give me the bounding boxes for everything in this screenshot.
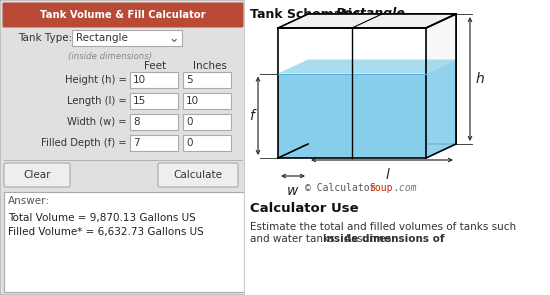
Text: Tank Type:: Tank Type: (18, 33, 72, 43)
Text: Tank Volume & Fill Calculator: Tank Volume & Fill Calculator (40, 10, 206, 20)
Text: (inside dimensions): (inside dimensions) (68, 53, 152, 61)
Text: Calculator Use: Calculator Use (250, 202, 359, 215)
Text: h: h (476, 72, 485, 86)
Polygon shape (426, 14, 456, 73)
Text: 0: 0 (186, 117, 192, 127)
FancyBboxPatch shape (130, 93, 178, 109)
Text: Calculate: Calculate (173, 170, 223, 180)
Text: Rectangle: Rectangle (336, 7, 406, 20)
FancyBboxPatch shape (130, 72, 178, 88)
Text: .com: .com (393, 183, 416, 193)
FancyBboxPatch shape (244, 0, 550, 295)
Text: Soup: Soup (369, 183, 393, 193)
Text: Width (w) =: Width (w) = (67, 117, 127, 127)
Text: ⌄: ⌄ (169, 32, 179, 45)
Polygon shape (278, 28, 426, 73)
Text: 8: 8 (133, 117, 140, 127)
Text: w: w (287, 184, 299, 198)
Text: Height (h) =: Height (h) = (65, 75, 127, 85)
Text: f: f (249, 109, 254, 123)
FancyBboxPatch shape (183, 93, 231, 109)
Text: Inches: Inches (193, 61, 227, 71)
FancyBboxPatch shape (4, 192, 244, 292)
Text: Clear: Clear (23, 170, 51, 180)
Text: Estimate the total and filled volumes of tanks such: Estimate the total and filled volumes of… (250, 222, 516, 232)
Text: 0: 0 (186, 138, 192, 148)
FancyBboxPatch shape (158, 163, 238, 187)
FancyBboxPatch shape (72, 30, 182, 46)
Text: Tank Schematic:: Tank Schematic: (250, 7, 369, 20)
Text: Total Volume = 9,870.13 Gallons US: Total Volume = 9,870.13 Gallons US (8, 213, 196, 223)
Text: l: l (385, 168, 389, 182)
Polygon shape (278, 60, 456, 73)
Polygon shape (426, 60, 456, 158)
Text: Length (l) =: Length (l) = (67, 96, 127, 106)
FancyBboxPatch shape (130, 135, 178, 151)
FancyBboxPatch shape (4, 163, 70, 187)
Text: © Calculator: © Calculator (305, 183, 376, 193)
Polygon shape (278, 14, 456, 28)
Text: Filled Depth (f) =: Filled Depth (f) = (41, 138, 127, 148)
Text: and water tanks.  Assumes: and water tanks. Assumes (250, 234, 394, 244)
FancyBboxPatch shape (183, 72, 231, 88)
FancyBboxPatch shape (183, 114, 231, 130)
FancyBboxPatch shape (3, 2, 244, 27)
Text: 7: 7 (133, 138, 140, 148)
Text: Answer:: Answer: (8, 196, 50, 206)
FancyBboxPatch shape (0, 0, 246, 295)
Text: inside dimensions of: inside dimensions of (323, 234, 444, 244)
Text: Feet: Feet (144, 61, 166, 71)
Polygon shape (278, 73, 426, 158)
FancyBboxPatch shape (130, 114, 178, 130)
Text: Rectangle: Rectangle (76, 33, 128, 43)
Text: Filled Volume* = 6,632.73 Gallons US: Filled Volume* = 6,632.73 Gallons US (8, 227, 204, 237)
Text: 5: 5 (186, 75, 192, 85)
Text: 10: 10 (133, 75, 146, 85)
Text: 15: 15 (133, 96, 146, 106)
FancyBboxPatch shape (183, 135, 231, 151)
Text: 10: 10 (186, 96, 199, 106)
